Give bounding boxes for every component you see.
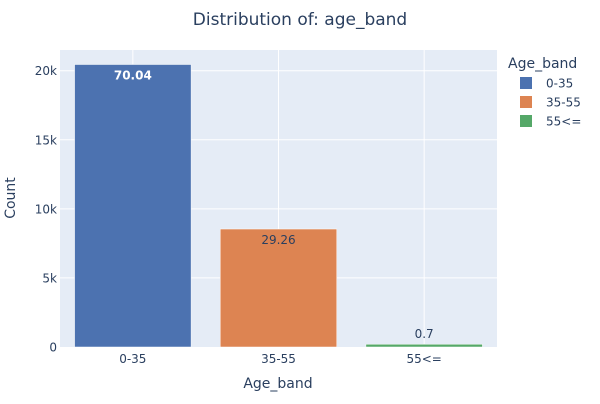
y-tick-label: 10k [35, 202, 57, 216]
bars [74, 64, 483, 348]
legend-item-label[interactable]: 35-55 [546, 96, 581, 110]
y-axis-label: Count [3, 177, 19, 219]
legend-item-label[interactable]: 55<= [546, 115, 581, 129]
y-tick-label: 5k [42, 271, 57, 285]
y-axis-ticks: 0 5k 10k 15k 20k [35, 64, 57, 354]
x-axis-label: Age_band [243, 376, 312, 392]
x-axis-ticks: 0-35 35-55 55<= [119, 352, 442, 366]
bar-data-label: 0.7 [415, 327, 434, 341]
legend-swatch[interactable] [520, 96, 532, 108]
x-tick-label: 55<= [406, 352, 441, 366]
bar-55<= [365, 343, 483, 348]
bar-data-label: 29.26 [261, 233, 295, 247]
legend-item-label[interactable]: 0-35 [546, 77, 573, 91]
legend-items: 0-35 35-55 55<= [520, 77, 581, 129]
bar-0-35 [74, 64, 192, 348]
legend-title: Age_band [508, 56, 577, 72]
x-tick-label: 0-35 [119, 352, 146, 366]
y-tick-label: 15k [35, 133, 57, 147]
legend-swatch[interactable] [520, 77, 532, 89]
chart-title: Distribution of: age_band [193, 10, 407, 30]
y-tick-label: 0 [49, 341, 57, 355]
bar-35-55 [219, 228, 338, 348]
legend: Age_band 0-35 35-55 55<= [508, 56, 581, 129]
data-labels: 70.04 29.26 0.7 [114, 69, 434, 342]
bar-data-label: 70.04 [114, 69, 152, 83]
x-tick-label: 35-55 [261, 352, 296, 366]
y-tick-label: 20k [35, 64, 57, 78]
legend-swatch[interactable] [520, 115, 532, 127]
